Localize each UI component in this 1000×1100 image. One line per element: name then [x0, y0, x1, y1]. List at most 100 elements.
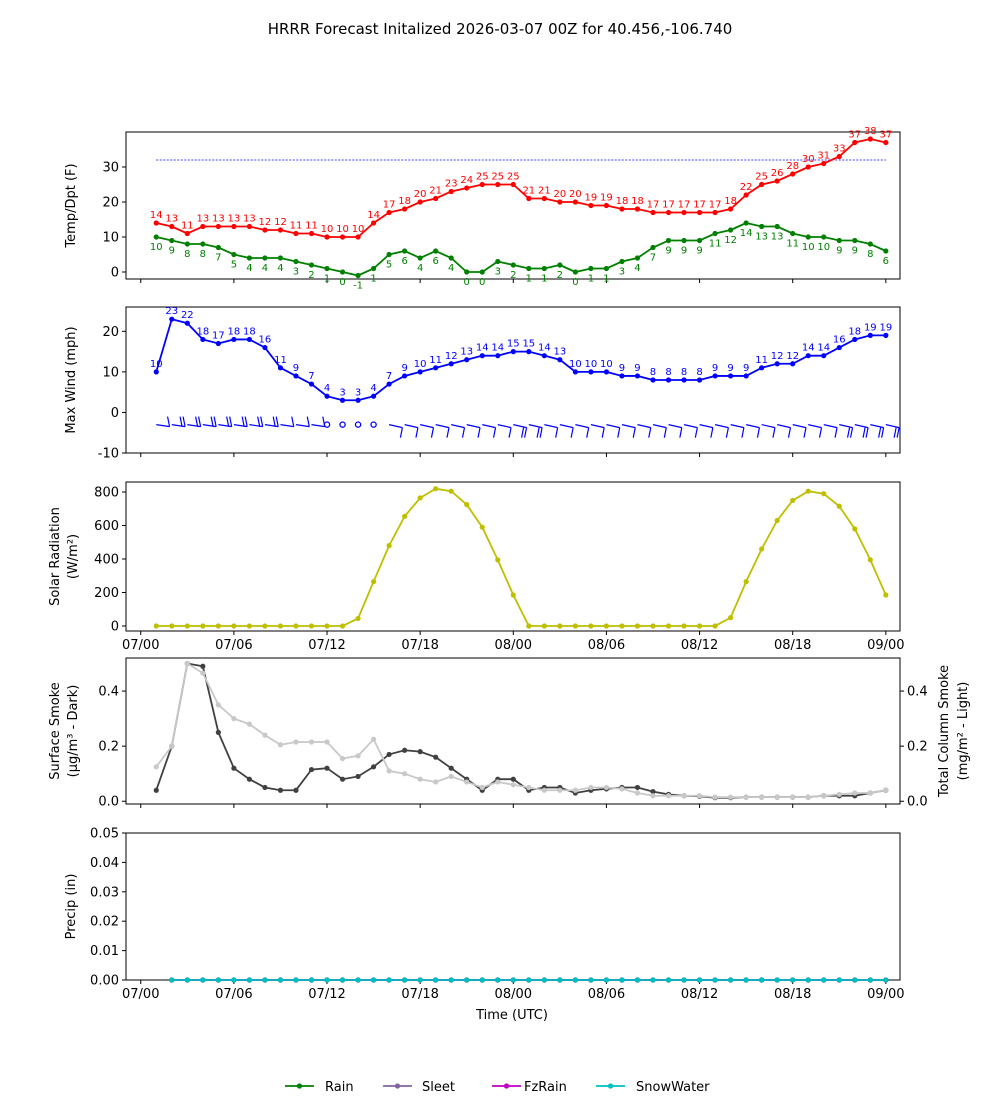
data-point: [262, 255, 268, 261]
data-label: 13: [771, 232, 784, 243]
data-point: [200, 241, 206, 247]
data-label: 5: [386, 260, 392, 271]
data-point: [759, 181, 765, 188]
data-point: [759, 546, 765, 552]
data-point: [308, 230, 315, 237]
data-label: 1: [603, 274, 609, 285]
data-point: [169, 223, 175, 230]
data-point: [262, 732, 268, 738]
data-label: 25: [491, 172, 504, 183]
data-label: 23: [165, 306, 178, 317]
data-point: [231, 765, 237, 771]
data-point: [169, 316, 175, 322]
data-point: [836, 344, 842, 351]
data-point: [479, 977, 485, 983]
wind-barb-flag: [210, 416, 214, 427]
data-label: 3: [619, 267, 625, 278]
data-point: [184, 623, 190, 629]
data-point: [355, 234, 361, 240]
x-tick-label: 07/12: [308, 987, 345, 1002]
data-point: [433, 754, 439, 760]
data-label: 9: [712, 363, 718, 374]
data-label: 5: [231, 260, 237, 271]
data-label: 11: [755, 355, 768, 366]
data-point: [728, 615, 734, 621]
data-label: 31: [817, 151, 830, 162]
data-point: [526, 784, 532, 791]
data-label: 7: [215, 253, 221, 264]
data-point: [852, 790, 858, 796]
data-point: [215, 977, 221, 983]
data-point: [386, 977, 392, 983]
data-label: 2: [510, 270, 516, 281]
y-tick-label: 0: [111, 266, 119, 281]
data-point: [464, 269, 470, 275]
data-point: [417, 369, 423, 375]
y-tick-label: -10: [98, 447, 119, 462]
data-label: 12: [445, 351, 458, 362]
data-point: [262, 977, 268, 983]
data-point: [308, 381, 315, 387]
data-label: 8: [665, 367, 671, 378]
data-point: [246, 336, 253, 343]
wind-barb-flag: [182, 416, 186, 427]
legend-label: FzRain: [524, 1080, 567, 1095]
x-tick-label: 08/00: [495, 638, 532, 653]
data-point: [324, 739, 330, 745]
data-point: [355, 753, 361, 759]
data-label: 14: [476, 343, 489, 354]
data-point: [634, 206, 641, 212]
wind-barb-calm: [354, 421, 362, 428]
data-point: [479, 181, 485, 188]
y-axis-label: Max Wind (mph): [64, 326, 79, 433]
data-point: [184, 320, 190, 326]
data-point: [650, 623, 656, 629]
wind-barb-shaft: [311, 424, 325, 428]
data-label: 11: [709, 239, 722, 250]
data-label: 1: [588, 274, 594, 285]
wind-barb-shaft: [730, 424, 745, 429]
panel-solar: 07/00 07/06 07/12 07/18 08/00 08/06 08/12 08/18…: [48, 481, 905, 653]
data-label: 18: [848, 326, 861, 337]
axes-frame: [125, 657, 901, 805]
data-point: [619, 786, 625, 792]
wind-barb-flag: [213, 416, 217, 427]
data-label: 13: [165, 214, 178, 225]
legend-swatch-marker: [296, 1083, 303, 1089]
data-label: 10: [414, 359, 427, 370]
x-tick-label: 07/18: [401, 638, 438, 653]
legend-label: Sleet: [422, 1080, 455, 1095]
data-point: [200, 663, 206, 669]
data-point: [495, 977, 501, 983]
data-point: [619, 623, 625, 629]
data-point: [588, 202, 594, 209]
wind-barb-shaft: [714, 424, 729, 429]
data-label: 14: [538, 343, 551, 354]
data-point: [231, 977, 237, 983]
wind-barb-calm: [323, 421, 331, 428]
wind-barb-shaft: [590, 424, 605, 429]
data-point: [308, 766, 315, 773]
wind-barb-flag: [415, 427, 419, 438]
data-label: 6: [883, 256, 889, 267]
data-label: 12: [724, 235, 737, 246]
data-point: [246, 623, 253, 629]
data-point: [650, 793, 656, 799]
wind-barb-shaft: [404, 424, 419, 429]
data-point: [774, 794, 780, 800]
wind-barb-flag: [539, 427, 543, 438]
data-point: [572, 623, 578, 629]
data-label: 38: [864, 126, 877, 137]
data-label: 3: [495, 267, 501, 278]
data-label: 1: [370, 274, 376, 285]
data-label: 18: [228, 326, 241, 337]
wind-barbs: [156, 416, 900, 438]
y-tick-label: 800: [94, 486, 119, 501]
wind-barb-flag: [617, 427, 621, 438]
data-point: [743, 977, 749, 983]
wind-barb-flag: [896, 427, 900, 438]
series-solar-radiation: [153, 486, 889, 629]
data-label: 4: [324, 383, 330, 394]
data-point: [200, 977, 206, 983]
data-point: [215, 623, 221, 629]
